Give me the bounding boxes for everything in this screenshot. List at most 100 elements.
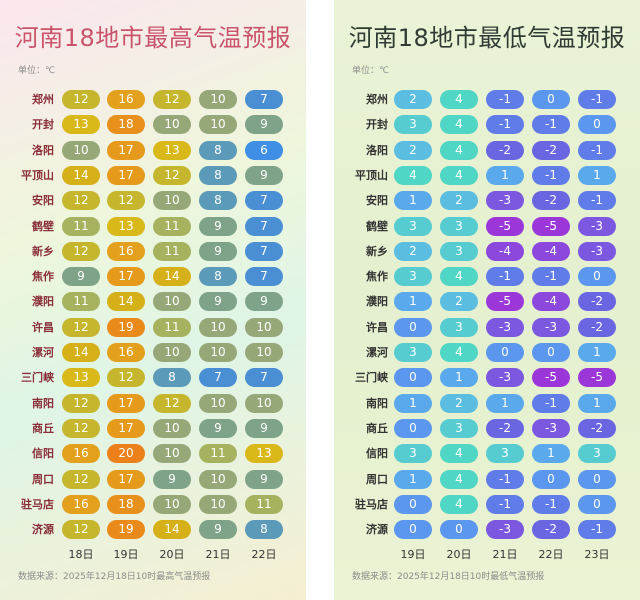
temp-value: 12 (62, 241, 100, 261)
city-name: 南阳 (32, 396, 54, 410)
city-name: 焦作 (366, 270, 388, 284)
temp-value: 8 (199, 267, 237, 287)
city-name: 周口 (32, 472, 54, 486)
temp-value: -1 (578, 191, 616, 211)
table-row: 商丘 0 3 -2 -3 -2 (334, 418, 640, 439)
city-name: 新乡 (32, 244, 54, 258)
temp-value: 18 (107, 494, 145, 514)
temp-value: 0 (578, 494, 616, 514)
temp-value: -1 (578, 520, 616, 540)
temp-value: -2 (578, 317, 616, 337)
temp-value: 12 (62, 317, 100, 337)
table-row: 许昌 12 19 11 10 10 (0, 317, 306, 338)
temp-value: -1 (578, 90, 616, 109)
temp-value: -3 (486, 520, 524, 540)
low-temp-panel: 河南18地市最低气温预报 单位：℃ 郑州 2 4 -1 0 -1 开封 3 4 -1 -1 0 洛阳 2 4… (334, 0, 640, 600)
city-name: 漯河 (32, 346, 54, 359)
city-name: 洛阳 (366, 143, 388, 157)
temp-value: 13 (107, 216, 145, 236)
city-name: 郑州 (366, 93, 388, 106)
temp-value: 13 (245, 444, 283, 464)
temp-value: -5 (486, 292, 524, 312)
temp-value: -2 (532, 140, 570, 160)
table-row: 开封 13 18 10 10 9 (0, 115, 306, 135)
temp-value: 1 (532, 444, 570, 464)
city-name: 平顶山 (21, 168, 54, 182)
temp-value: 4 (440, 494, 478, 514)
temp-value: 10 (199, 494, 237, 514)
temp-value: -2 (532, 520, 570, 540)
temp-value: 3 (440, 418, 478, 438)
temp-value: 10 (153, 191, 191, 211)
temp-value: 12 (62, 90, 100, 109)
city-name: 洛阳 (32, 143, 54, 157)
temp-value: 10 (153, 418, 191, 438)
temp-value: 10 (153, 115, 191, 135)
day-label: 21日 (492, 548, 518, 561)
temp-value: 12 (153, 90, 191, 109)
temp-value: -1 (486, 90, 524, 109)
temp-value: 3 (394, 343, 432, 362)
temp-value: 0 (578, 267, 616, 287)
table-row: 驻马店 16 18 10 10 11 (0, 494, 306, 515)
temp-value: 17 (107, 165, 145, 185)
temp-value: 7 (245, 267, 283, 287)
temp-value: -2 (578, 292, 616, 312)
temp-value: 8 (199, 165, 237, 185)
temp-value: 12 (62, 469, 100, 489)
day-label: 19日 (400, 548, 426, 561)
temp-value: 4 (440, 140, 478, 160)
city-name: 郑州 (32, 93, 54, 106)
city-name: 许昌 (366, 320, 388, 334)
temp-value: 4 (440, 115, 478, 135)
temp-value: 4 (440, 343, 478, 362)
temp-value: 9 (199, 520, 237, 540)
city-name: 许昌 (32, 320, 54, 334)
temp-value: 11 (199, 444, 237, 464)
temp-value: 14 (107, 292, 145, 312)
city-name: 三门峡 (21, 371, 54, 385)
day-label: 22日 (538, 548, 564, 561)
table-row: 信阳 3 4 3 1 3 (334, 444, 640, 464)
temp-value: 9 (199, 216, 237, 236)
temp-value: 6 (245, 140, 283, 160)
temp-value: 9 (245, 115, 283, 135)
temp-value: 12 (153, 165, 191, 185)
temp-value: 3 (440, 216, 478, 236)
temp-value: 7 (199, 368, 237, 388)
temp-value: 8 (153, 368, 191, 388)
temp-value: 10 (199, 90, 237, 109)
temp-value: 10 (245, 317, 283, 337)
table-row: 郑州 2 4 -1 0 -1 (334, 90, 640, 110)
temp-value: 3 (578, 444, 616, 464)
city-name: 信阳 (32, 447, 54, 461)
day-label: 19日 (113, 548, 139, 561)
temp-value: 4 (440, 165, 478, 185)
temp-value: 10 (245, 393, 283, 413)
temp-value: 1 (394, 469, 432, 489)
city-name: 周口 (366, 472, 388, 486)
temp-value: 0 (532, 90, 570, 109)
temp-value: 19 (107, 520, 145, 540)
table-row: 信阳 16 20 10 11 13 (0, 444, 306, 464)
table-row: 洛阳 10 17 13 8 6 (0, 140, 306, 161)
day-label: 23日 (584, 548, 610, 561)
day-label: 20日 (159, 548, 185, 561)
temp-value: 16 (62, 444, 100, 464)
temp-value: 9 (199, 241, 237, 261)
temp-value: 4 (394, 165, 432, 185)
temp-value: 3 (394, 216, 432, 236)
temp-value: 0 (578, 115, 616, 135)
temp-value: 4 (440, 444, 478, 464)
table-row: 商丘 12 17 10 9 9 (0, 418, 306, 439)
temp-value: -4 (532, 241, 570, 261)
temp-value: 12 (107, 368, 145, 388)
temp-value: 14 (153, 267, 191, 287)
temp-value: 3 (394, 115, 432, 135)
temp-value: -4 (486, 241, 524, 261)
temp-value: -5 (532, 368, 570, 388)
day-label: 20日 (446, 548, 472, 561)
temp-value: 9 (245, 469, 283, 489)
city-name: 开封 (32, 118, 54, 132)
low-temp-unit: 单位：℃ (352, 66, 390, 76)
